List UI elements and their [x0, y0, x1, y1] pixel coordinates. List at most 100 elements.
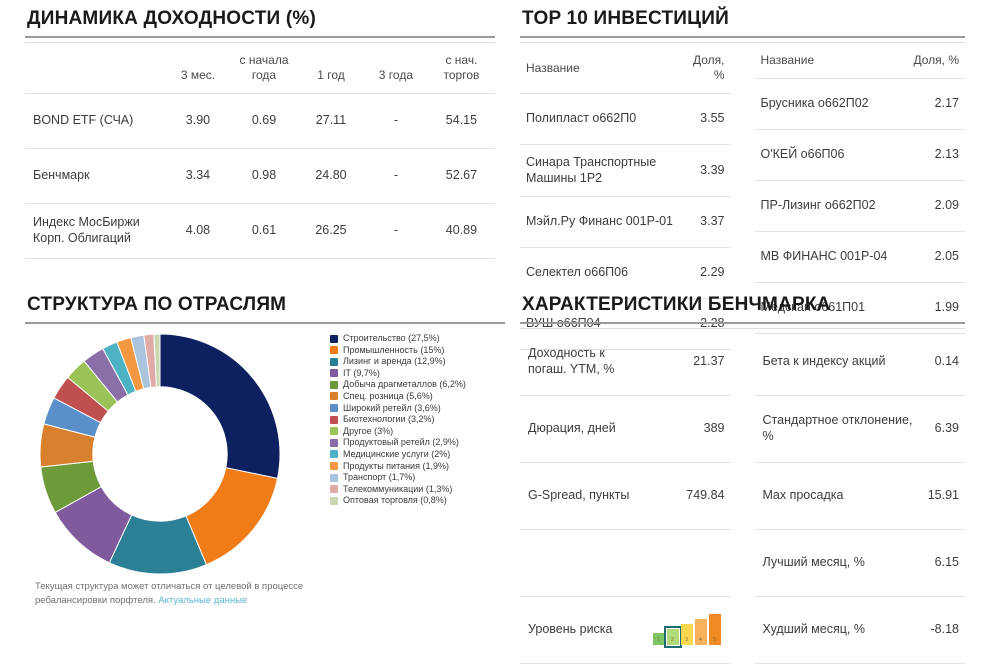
legend-item[interactable]: Лизинг и аренда (12,9%): [330, 357, 510, 366]
legend-label: Другое (3%): [343, 425, 394, 436]
benchmark-panel: ХАРАКТЕРИСТИКИ БЕНЧМАРКА Доходность к по…: [520, 286, 965, 664]
actual-data-link[interactable]: Актуальные данные: [158, 594, 248, 606]
legend-label: Добыча драгметаллов (6,2%): [343, 379, 466, 390]
legend-swatch: [330, 369, 338, 378]
sector-legend: Строительство (27,5%) Промышленность (15%…: [330, 334, 510, 508]
legend-item[interactable]: Продуктовый ретейл (2,9%): [330, 438, 510, 447]
table-row: Индекс МосБиржи Корп. Облигаций 4.08 0.6…: [25, 203, 495, 259]
legend-swatch: [330, 415, 338, 424]
performance-cell: 52.67: [427, 148, 495, 204]
legend-label: Продуктовый ретейл (2,9%): [343, 437, 459, 448]
top10-col-name: Название: [754, 43, 904, 79]
legend-label: Широкий ретейл (3,6%): [343, 402, 441, 413]
top10-share: 1.99: [903, 282, 965, 334]
performance-col-ytd: с начала года: [229, 43, 299, 94]
top10-col-share: Доля, %: [903, 43, 965, 79]
top10-right-head: Название Доля, %: [754, 43, 965, 79]
table-row: BOND ETF (СЧА) 3.90 0.69 27.11 - 54.15: [25, 93, 495, 149]
sectors-chart-area: Строительство (27,5%) Промышленность (15%…: [25, 330, 505, 630]
legend-label: Лизинг и аренда (12,9%): [343, 356, 446, 367]
top10-right-wrap: Название Доля, % Брусника о662П02 2.17 О…: [754, 43, 965, 350]
performance-row-label: Индекс МосБиржи Корп. Облигаций: [25, 203, 166, 259]
benchmark-title: ХАРАКТЕРИСТИКИ БЕНЧМАРКА: [522, 294, 831, 315]
performance-table-head: 3 мес. с начала года 1 год 3 года с нач.…: [25, 43, 495, 94]
top10-left-head: Название Доля,%: [520, 43, 731, 94]
donut-slice[interactable]: [159, 333, 281, 480]
performance-cell: 3.90: [165, 93, 230, 149]
top10-name: МВ ФИНАНС 001Р-04: [754, 231, 904, 283]
table-row: Max просадка 15.91: [754, 462, 965, 530]
performance-col-inception: с нач. торгов: [427, 43, 495, 94]
performance-title: ДИНАМИКА ДОХОДНОСТИ (%): [27, 8, 316, 29]
legend-item[interactable]: Биотехнологии (3,2%): [330, 415, 510, 424]
performance-cell: -: [363, 203, 428, 259]
donut-slice[interactable]: [153, 333, 161, 388]
legend-label: Телекоммуникации (1,3%): [343, 483, 453, 494]
benchmark-key: Стандартное отклонение, %: [754, 395, 922, 463]
table-row: МВ ФИНАНС 001Р-04 2.05: [754, 231, 965, 283]
top10-name: Полипласт о662П0: [520, 93, 687, 145]
performance-col-1y: 1 год: [298, 43, 364, 94]
legend-item[interactable]: Продукты питания (1,9%): [330, 461, 510, 471]
top10-name: Синара Транспортные Машины 1Р2: [520, 144, 687, 198]
table-row: [520, 529, 731, 597]
top10-split: Название Доля,% Полипласт о662П0 3.55 Си…: [520, 43, 965, 351]
risk-level-widget[interactable]: 1 2 3 4 5: [652, 614, 725, 648]
legend-item[interactable]: Телекоммуникации (1,3%): [330, 483, 510, 494]
top10-share: 3.39: [686, 144, 731, 198]
legend-item[interactable]: Транспорт (1,7%): [330, 473, 510, 482]
top10-name: Брусника о662П02: [754, 78, 904, 130]
legend-item[interactable]: Спец. розница (5,6%): [330, 391, 510, 401]
table-row: Медскан о661П01 1.99: [754, 282, 965, 334]
benchmark-value: 389: [646, 395, 731, 463]
performance-cell: 0.98: [229, 148, 299, 204]
performance-cell: 27.11: [298, 93, 364, 149]
benchmark-value: 15.91: [921, 462, 965, 530]
top10-share: 2.09: [903, 180, 965, 232]
performance-divider-dark: [25, 36, 495, 38]
performance-row-label: Бенчмарк: [25, 148, 166, 204]
top10-left-wrap: Название Доля,% Полипласт о662П0 3.55 Си…: [520, 43, 731, 351]
performance-col-label: [25, 43, 166, 94]
legend-item[interactable]: Медицинские услуги (2%): [330, 449, 510, 459]
benchmark-key: Бета к индексу акций: [754, 329, 922, 396]
legend-item[interactable]: Строительство (27,5%): [330, 334, 510, 343]
table-row: Худший месяц, % -8.18: [754, 596, 965, 664]
legend-swatch: [330, 392, 338, 401]
legend-item[interactable]: Широкий ретейл (3,6%): [330, 402, 510, 413]
performance-panel: ДИНАМИКА ДОХОДНОСТИ (%) 3 мес. с начала …: [25, 0, 495, 259]
legend-label: Промышленность (15%): [343, 344, 445, 355]
top10-name: Мэйл.Ру Финанс 001Р-01: [520, 196, 687, 249]
benchmark-value: -8.18: [921, 596, 965, 664]
risk-level-bar-4[interactable]: 4: [694, 619, 707, 645]
table-row: Селектел о66П06 2.29: [520, 247, 731, 300]
performance-cell: 40.89: [427, 203, 495, 259]
performance-cell: 26.25: [298, 203, 364, 259]
top10-name: О'КЕЙ о66П06: [754, 129, 904, 181]
benchmark-value: 749.84: [646, 462, 731, 530]
legend-label: Строительство (27,5%): [343, 333, 440, 343]
table-row: О'КЕЙ о66П06 2.13: [754, 129, 965, 181]
table-row: Дюрация, дней 389: [520, 395, 731, 463]
performance-cell: -: [363, 93, 428, 149]
risk-level-bar-3[interactable]: 3: [680, 624, 693, 645]
table-row: ПР-Лизинг о662П02 2.09: [754, 180, 965, 232]
performance-header-row: 3 мес. с начала года 1 год 3 года с нач.…: [25, 43, 495, 94]
dashboard-page: ДИНАМИКА ДОХОДНОСТИ (%) 3 мес. с начала …: [25, 0, 965, 664]
risk-level-number: 3: [685, 637, 688, 643]
legend-item[interactable]: Промышленность (15%): [330, 344, 510, 355]
risk-level-bar-1[interactable]: 1: [652, 633, 665, 645]
top10-share: 2.05: [903, 231, 965, 283]
legend-item[interactable]: IT (9,7%): [330, 368, 510, 378]
legend-item[interactable]: Другое (3%): [330, 425, 510, 436]
benchmark-value: 6.15: [921, 529, 965, 597]
legend-swatch: [330, 462, 338, 471]
risk-level-bar-2[interactable]: 2: [663, 626, 682, 648]
top10-share: 2.13: [903, 129, 965, 181]
legend-label: Биотехнологии (3,2%): [343, 414, 435, 425]
legend-item[interactable]: Оптовая торговля (0,8%): [330, 496, 510, 505]
benchmark-value: 6.39: [921, 395, 965, 463]
legend-swatch: [330, 473, 338, 482]
table-row: Бета к индексу акций 0.14: [754, 329, 965, 396]
legend-item[interactable]: Добыча драгметаллов (6,2%): [330, 380, 510, 389]
